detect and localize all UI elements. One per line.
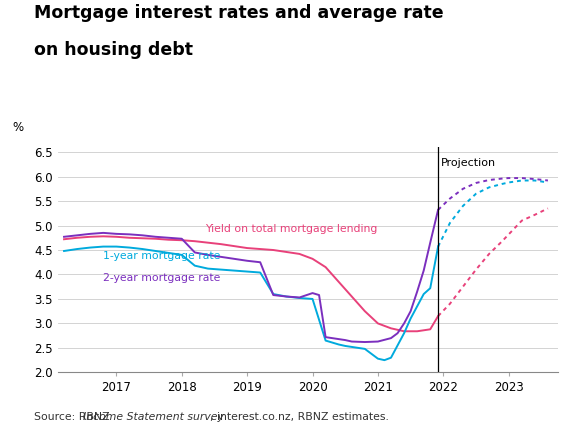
Text: Income Statement survey: Income Statement survey — [83, 412, 224, 422]
Text: 2-year mortgage rate: 2-year mortgage rate — [104, 273, 221, 283]
Text: on housing debt: on housing debt — [34, 41, 194, 59]
Text: Yield on total mortgage lending: Yield on total mortgage lending — [205, 224, 377, 234]
Text: Projection: Projection — [440, 158, 496, 168]
Text: Mortgage interest rates and average rate: Mortgage interest rates and average rate — [34, 4, 444, 23]
Text: 1-year mortgage rate: 1-year mortgage rate — [104, 251, 221, 261]
Text: , interest.co.nz, RBNZ estimates.: , interest.co.nz, RBNZ estimates. — [210, 412, 389, 422]
Text: %: % — [13, 121, 24, 134]
Text: Source: RBNZ: Source: RBNZ — [34, 412, 114, 422]
